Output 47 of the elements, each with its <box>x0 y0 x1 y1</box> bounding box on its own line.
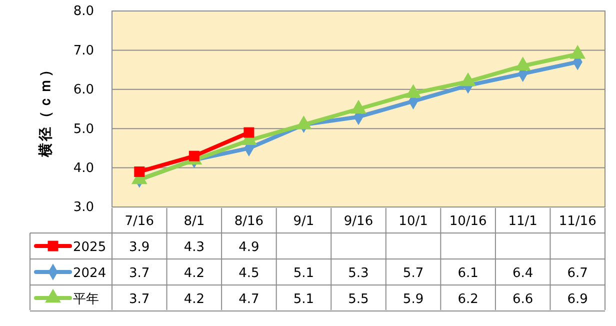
data-label: 3.7 <box>129 292 150 307</box>
data-label: 4.3 <box>184 240 205 255</box>
data-label: 3.9 <box>129 240 150 255</box>
y-tick-label: 8.0 <box>73 4 94 20</box>
y-tick-label: 5.0 <box>73 122 94 137</box>
data-label: 6.4 <box>512 266 534 281</box>
data-label: 6.7 <box>567 266 588 281</box>
data-label: 5.3 <box>348 266 369 281</box>
data-label: 4.9 <box>238 240 260 255</box>
point <box>350 100 366 114</box>
data-label: 4.7 <box>238 292 260 307</box>
data-label: 4.2 <box>184 292 205 307</box>
data-label: 3.7 <box>129 266 150 281</box>
data-label: 5.1 <box>293 292 314 307</box>
data-label: 5.7 <box>402 266 424 281</box>
data-label: 6.9 <box>567 292 588 307</box>
x-tick-label: 9/16 <box>344 214 374 229</box>
data-label: 5.9 <box>402 292 424 307</box>
x-tick-label: 10/1 <box>398 214 428 229</box>
x-tick-label: 9/1 <box>293 214 314 229</box>
data-label: 6.1 <box>458 266 478 281</box>
point <box>405 84 422 98</box>
x-tick-label: 10/16 <box>449 214 487 229</box>
x-tick-label: 7/16 <box>124 214 154 229</box>
data-label: 4.5 <box>238 266 260 281</box>
x-tick-label: 8/1 <box>184 214 205 229</box>
y-tick-label: 6.0 <box>73 82 94 98</box>
data-label: 4.2 <box>184 266 205 281</box>
y-tick-label: 4.0 <box>73 160 94 176</box>
data-label: 6.2 <box>458 292 478 307</box>
data-label: 5.5 <box>348 292 369 307</box>
point <box>296 115 312 130</box>
legend-label: 2024 <box>73 266 106 281</box>
y-tick-label: 3.0 <box>73 200 94 216</box>
point <box>460 72 476 86</box>
legend-label: 2025 <box>73 240 106 255</box>
data-label: 6.6 <box>512 292 534 307</box>
y-tick-label: 7.0 <box>73 43 94 58</box>
point <box>244 127 254 138</box>
y-axis-title: 横径（ｃｍ） <box>38 61 54 158</box>
x-tick-label: 11/16 <box>558 214 596 229</box>
x-tick-label: 11/1 <box>508 214 538 229</box>
x-tick-label: 8/16 <box>234 214 264 229</box>
point <box>570 44 586 59</box>
data-label: 5.1 <box>293 266 314 281</box>
legend-label: 平年 <box>73 292 99 307</box>
point <box>514 56 531 70</box>
